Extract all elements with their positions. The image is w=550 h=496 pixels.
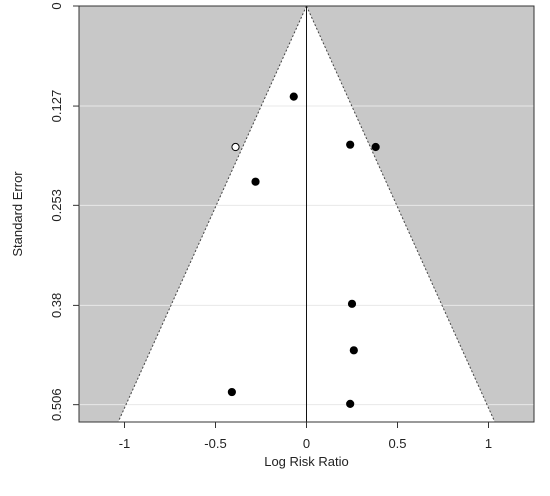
study-point <box>347 299 357 308</box>
y-tick-label: 0 <box>49 2 64 9</box>
funnel-left-edge <box>117 5 307 423</box>
study-point <box>346 399 355 408</box>
study-point <box>289 92 298 101</box>
x-tick-label: 0.5 <box>388 436 406 451</box>
study-point <box>371 142 380 152</box>
study-point <box>227 387 236 397</box>
y-tick-label: 0.506 <box>49 388 64 421</box>
y-axis: 0 0.127 0.253 0.38 0.506 <box>49 2 80 421</box>
x-tick-label: -0.5 <box>204 436 226 451</box>
y-tick-label: 0.127 <box>49 90 64 123</box>
funnel-lines <box>117 5 496 423</box>
study-point <box>346 140 355 149</box>
study-point <box>349 346 358 355</box>
x-axis-title: Log Risk Ratio <box>264 454 349 469</box>
funnel-right-edge <box>306 5 496 423</box>
x-tick-label: -1 <box>119 436 131 451</box>
x-axis: -1 -0.5 0 0.5 1 <box>119 421 492 451</box>
x-tick-label: 1 <box>485 436 492 451</box>
imputed-study-point <box>231 142 240 152</box>
y-tick-label: 0.253 <box>49 189 64 222</box>
y-axis-title: Standard Error <box>10 171 25 257</box>
study-points <box>227 92 380 408</box>
study-point <box>251 177 260 186</box>
y-tick-label: 0.38 <box>49 293 64 318</box>
x-tick-label: 0 <box>303 436 310 451</box>
